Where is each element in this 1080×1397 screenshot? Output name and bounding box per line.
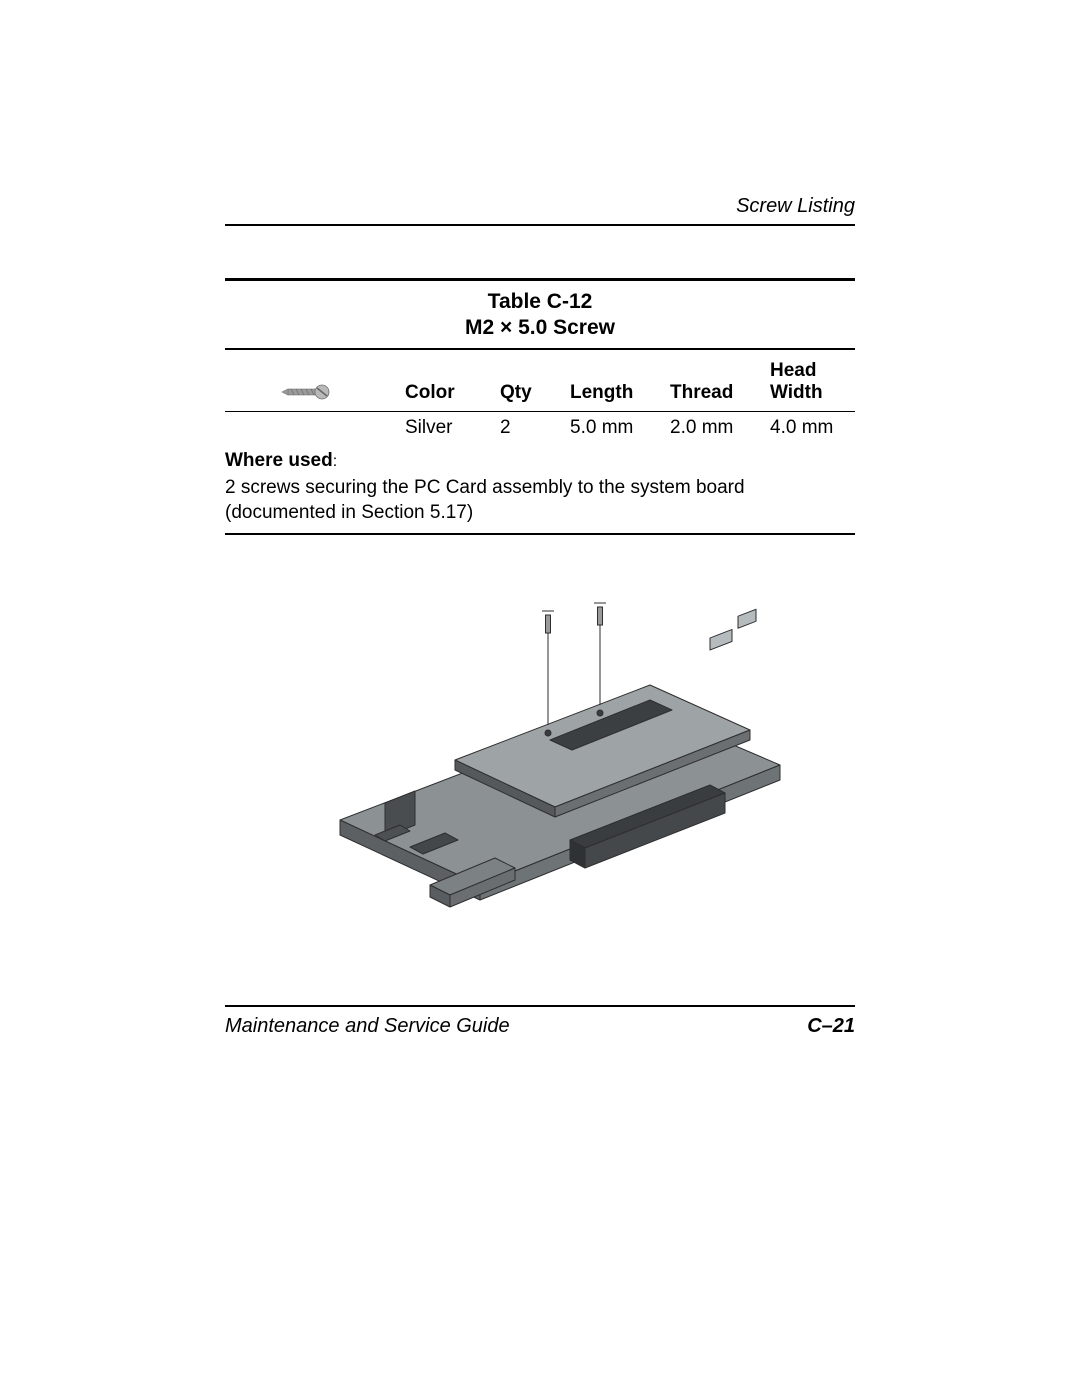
col-header-qty: Qty bbox=[500, 382, 570, 405]
screw-table: Table C-12 M2 × 5.0 Screw bbox=[225, 278, 855, 535]
cell-headwidth: 4.0 mm bbox=[770, 417, 855, 440]
assembly-diagram bbox=[225, 560, 855, 990]
table-bottom-rule bbox=[225, 533, 855, 535]
where-used-label: Where used bbox=[225, 450, 333, 471]
table-header-row: Color Qty Length Thread Head Width bbox=[225, 350, 855, 412]
table-title-line1: Table C-12 bbox=[488, 290, 593, 313]
table-row: Silver 2 5.0 mm 2.0 mm 4.0 mm bbox=[225, 412, 855, 446]
header-rule bbox=[225, 224, 855, 226]
where-used-block: Where used: 2 screws securing the PC Car… bbox=[225, 446, 855, 533]
system-board-illustration bbox=[280, 585, 800, 965]
footer-doc-title: Maintenance and Service Guide bbox=[225, 1015, 510, 1038]
where-used-text: 2 screws securing the PC Card assembly t… bbox=[225, 472, 855, 533]
footer-page-number: C–21 bbox=[807, 1015, 855, 1038]
cell-thread: 2.0 mm bbox=[670, 417, 770, 440]
table-title-line2: M2 × 5.0 Screw bbox=[465, 316, 615, 339]
page-footer: Maintenance and Service Guide C–21 bbox=[225, 1005, 855, 1038]
section-label: Screw Listing bbox=[225, 195, 855, 218]
page: Screw Listing Table C-12 M2 × 5.0 Screw bbox=[0, 0, 1080, 1397]
cell-qty: 2 bbox=[500, 417, 570, 440]
col-header-length: Length bbox=[570, 382, 670, 405]
page-header: Screw Listing bbox=[225, 195, 855, 226]
footer-row: Maintenance and Service Guide C–21 bbox=[225, 1007, 855, 1038]
cell-length: 5.0 mm bbox=[570, 417, 670, 440]
col-header-headwidth-l2: Width bbox=[770, 382, 823, 403]
col-header-thread: Thread bbox=[670, 382, 770, 405]
screw-icon-cell bbox=[225, 379, 405, 405]
where-used-colon: : bbox=[333, 453, 337, 470]
table-row-spacer bbox=[225, 417, 405, 440]
table-title: Table C-12 M2 × 5.0 Screw bbox=[225, 281, 855, 348]
col-header-headwidth-l1: Head bbox=[770, 360, 816, 381]
screw-icon bbox=[280, 379, 330, 405]
col-header-headwidth: Head Width bbox=[770, 360, 855, 406]
col-header-color: Color bbox=[405, 382, 500, 405]
cell-color: Silver bbox=[405, 417, 500, 440]
